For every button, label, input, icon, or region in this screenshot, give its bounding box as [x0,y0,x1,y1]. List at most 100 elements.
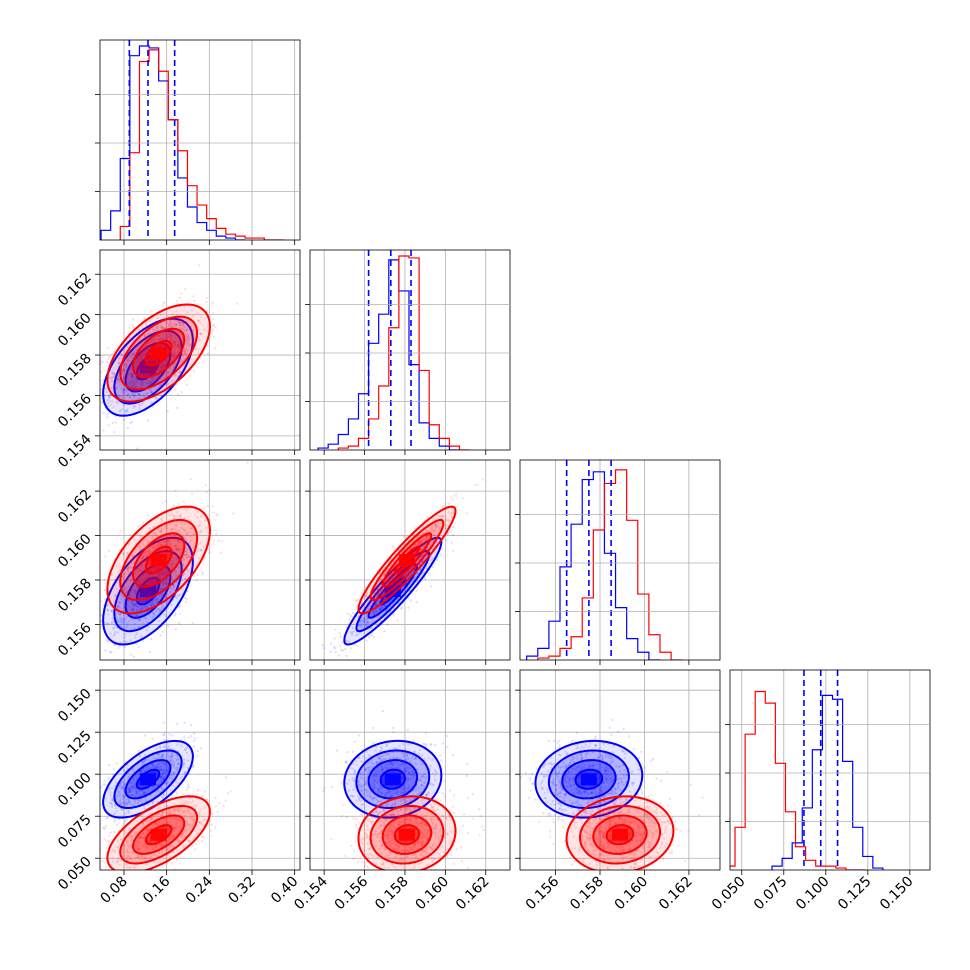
scatter-point [125,389,128,392]
scatter-point [122,370,125,373]
scatter-point [156,567,159,571]
scatter-point [152,786,156,789]
scatter-point [419,540,423,544]
scatter-point [125,818,128,821]
scatter-point [122,784,125,788]
scatter-point [113,820,116,824]
scatter-point [146,606,149,610]
scatter-point [121,551,124,554]
scatter-point [158,768,161,771]
scatter-point [143,363,146,366]
scatter-point [177,540,180,543]
scatter-point [166,330,170,334]
scatter-point [351,626,354,630]
scatter-point [164,540,168,544]
scatter-point [139,608,142,611]
scatter-point [155,540,159,543]
panel-frame [519,459,721,661]
scatter-point [169,334,172,338]
scatter-point [172,346,175,349]
scatter-point [131,555,134,558]
scatter-point [134,591,137,594]
scatter-point [171,338,175,342]
scatter-point [159,543,163,546]
scatter-point [172,334,175,338]
scatter-point [375,608,378,611]
scatter-point [168,319,171,322]
scatter-point [177,340,180,344]
scatter-point [380,586,383,589]
scatter-point [134,790,138,793]
scatter-point [151,580,154,583]
scatter-point [149,591,152,594]
scatter-point [174,337,177,340]
scatter-point [160,364,163,368]
scatter-point [172,763,176,766]
scatter-point [126,345,129,348]
scatter-point [167,371,170,374]
scatter-point [152,371,155,375]
scatter-point [130,374,133,378]
scatter-point [164,335,168,339]
scatter-point [178,345,181,348]
scatter-point [129,580,132,583]
scatter-point [208,488,211,491]
scatter-point [432,534,436,537]
scatter-point [141,402,144,405]
scatter-point [168,346,171,349]
scatter-point [169,325,172,328]
scatter-point [159,366,162,369]
scatter-point [396,568,400,572]
scatter-point [147,789,151,793]
scatter-point [118,794,121,798]
scatter-point [165,804,169,808]
scatter-point [140,349,143,352]
scatter-point [155,328,158,332]
panel-content [100,721,233,870]
scatter-point [125,590,128,594]
scatter-point [130,577,133,581]
scatter-point [426,535,429,538]
scatter-point [179,361,183,364]
scatter-point [170,318,173,322]
scatter-point [122,617,125,621]
scatter-point [174,537,177,540]
scatter-point [156,577,159,581]
scatter-point [135,775,138,778]
scatter-point [137,575,140,579]
scatter-point [345,626,348,629]
scatter-point [345,639,348,642]
scatter-point [121,368,124,371]
scatter-point [123,363,127,366]
scatter-point [185,332,188,336]
scatter-point [119,617,123,620]
scatter-point [390,573,393,577]
scatter-point [130,618,133,621]
scatter-point [137,358,140,361]
scatter-point [424,540,427,543]
scatter-point [128,790,131,793]
scatter-point [143,353,147,356]
scatter-point [369,586,372,589]
scatter-point [186,311,189,314]
scatter-point [103,588,107,592]
scatter-point [452,525,455,529]
scatter-point [147,357,150,360]
scatter-point [130,782,133,785]
scatter-point [173,319,176,322]
scatter-point [150,401,153,404]
panel-frame [99,249,301,451]
scatter-point [422,537,425,540]
scatter-point [163,365,166,368]
scatter-point [129,579,132,582]
scatter-point [420,540,423,543]
scatter-point [161,581,164,585]
scatter-point [392,545,395,548]
scatter-point [174,322,177,325]
scatter-point [173,545,177,548]
scatter-point [130,393,133,396]
scatter-point [122,390,125,394]
scatter-point [169,563,172,567]
scatter-point [178,359,182,362]
scatter-point [420,548,424,551]
